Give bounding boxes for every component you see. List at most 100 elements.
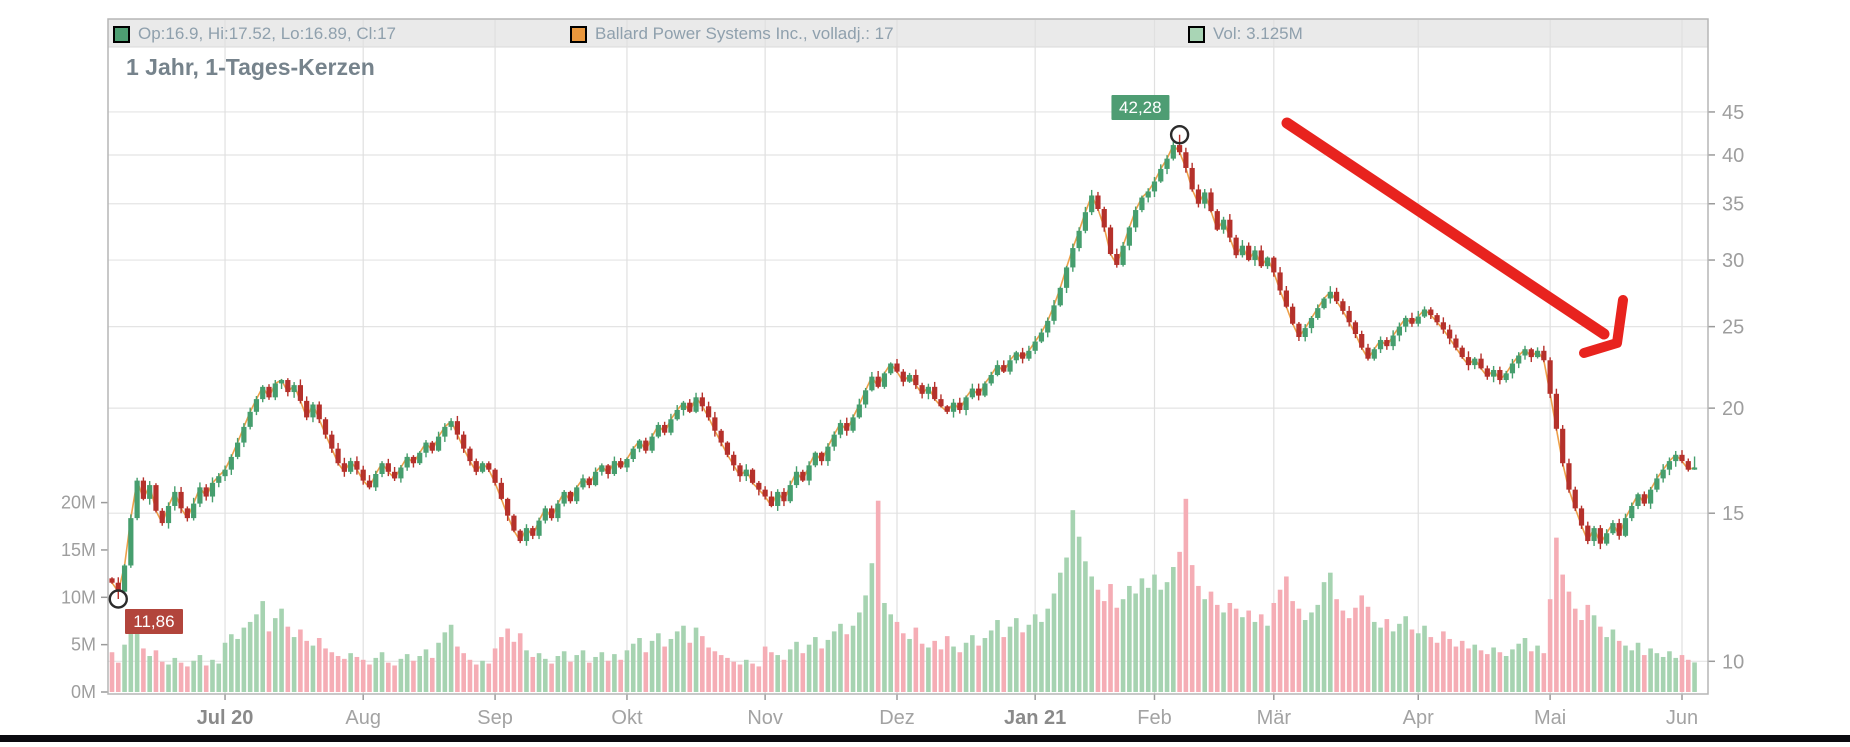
volume-bar xyxy=(1522,638,1528,692)
volume-bar xyxy=(467,659,473,692)
volume-bar xyxy=(1020,632,1025,692)
candle xyxy=(1679,454,1685,462)
candle xyxy=(486,463,492,470)
volume-bar xyxy=(543,658,548,692)
volume-bar xyxy=(1535,645,1540,692)
volume-bar xyxy=(787,649,793,692)
candle xyxy=(272,383,278,398)
volume-bar xyxy=(900,633,906,692)
volume-bar xyxy=(1083,561,1088,692)
candle xyxy=(1371,349,1377,359)
volume-bar xyxy=(586,662,592,692)
volume-bar xyxy=(718,655,724,692)
legend-item-volume: Vol: 3.125M xyxy=(1188,22,1303,46)
candle xyxy=(793,471,800,486)
candle xyxy=(1101,208,1107,228)
volume-bar xyxy=(725,657,730,692)
volume-bar xyxy=(229,634,234,692)
volume-bar xyxy=(700,636,705,692)
volume-bar xyxy=(348,653,353,692)
volume-bar xyxy=(1277,589,1283,692)
volume-bar xyxy=(1434,642,1440,692)
volume-bar xyxy=(1403,616,1408,692)
volume-bar xyxy=(944,636,950,692)
volume-bar xyxy=(1472,644,1478,692)
volume-bar xyxy=(568,661,573,692)
month-axis-label: Jun xyxy=(1666,707,1698,729)
price-axis-label: 30 xyxy=(1722,250,1744,272)
volume-bar xyxy=(530,656,536,692)
candle xyxy=(297,385,303,401)
candle xyxy=(944,406,950,412)
volume-bar xyxy=(1032,614,1038,692)
volume-axis-label: 0M xyxy=(71,682,96,702)
volume-bar xyxy=(247,621,253,692)
candle xyxy=(1516,355,1522,364)
volume-bar xyxy=(109,652,115,692)
volume-bar xyxy=(649,640,655,692)
volume-bar xyxy=(1616,640,1622,692)
volume-bar xyxy=(549,663,554,692)
candle xyxy=(373,473,379,488)
volume-bar xyxy=(1045,608,1051,692)
candle xyxy=(662,424,668,433)
candle xyxy=(1610,523,1616,534)
volume-bar xyxy=(995,620,1000,692)
volume-bar xyxy=(1208,591,1214,692)
volume-bar xyxy=(159,661,165,692)
volume-bar xyxy=(926,647,931,692)
month-axis-label: Apr xyxy=(1403,707,1434,729)
volume-bar xyxy=(429,657,435,692)
candle xyxy=(429,442,435,451)
volume-bar xyxy=(291,637,297,692)
candle xyxy=(718,430,724,443)
candle xyxy=(266,386,272,398)
volume-bar xyxy=(624,650,630,692)
candle xyxy=(285,380,291,393)
candle xyxy=(586,478,592,486)
candle xyxy=(1622,518,1629,536)
volume-bar xyxy=(951,646,956,692)
candle xyxy=(938,399,944,407)
volume-bar xyxy=(813,637,818,692)
volume-bar xyxy=(360,659,366,692)
volume-bar xyxy=(486,663,492,692)
volume-bar xyxy=(1039,621,1044,692)
candle xyxy=(1177,145,1183,153)
candle xyxy=(680,402,687,410)
volume-bar xyxy=(1591,615,1597,692)
candle xyxy=(348,461,354,472)
volume-bar xyxy=(612,654,617,692)
candle xyxy=(435,436,442,451)
volume-bar xyxy=(1127,585,1132,692)
candle xyxy=(159,510,165,524)
candle xyxy=(1673,454,1679,462)
volume-bar xyxy=(1233,608,1239,692)
candle xyxy=(392,471,398,479)
volume-bar xyxy=(1466,648,1471,692)
candle xyxy=(467,448,473,462)
volume-bar xyxy=(1064,557,1069,692)
volume-bar xyxy=(1271,602,1277,692)
candle xyxy=(1126,227,1132,246)
volume-bar xyxy=(1491,647,1496,692)
volume-bar xyxy=(1108,584,1113,692)
volume-axis-label: 20M xyxy=(61,493,96,513)
volume-bar xyxy=(580,650,586,692)
candle xyxy=(1491,370,1497,377)
candle xyxy=(1522,349,1528,356)
legend-item-instrument: Ballard Power Systems Inc., volladj.: 17 xyxy=(570,22,894,46)
period-high-badge: 42,28 xyxy=(1111,94,1170,120)
volume-bar xyxy=(1371,621,1377,692)
volume-bar xyxy=(674,631,680,692)
candle xyxy=(1139,197,1145,211)
candle xyxy=(1377,340,1384,350)
volume-bar xyxy=(448,624,454,692)
volume-bar xyxy=(115,662,121,692)
candle xyxy=(1057,287,1063,306)
candle xyxy=(316,404,322,420)
plot-area[interactable] xyxy=(108,19,1708,694)
candle xyxy=(1013,352,1019,361)
volume-bar xyxy=(1258,614,1264,692)
volume-bar xyxy=(1422,625,1427,692)
